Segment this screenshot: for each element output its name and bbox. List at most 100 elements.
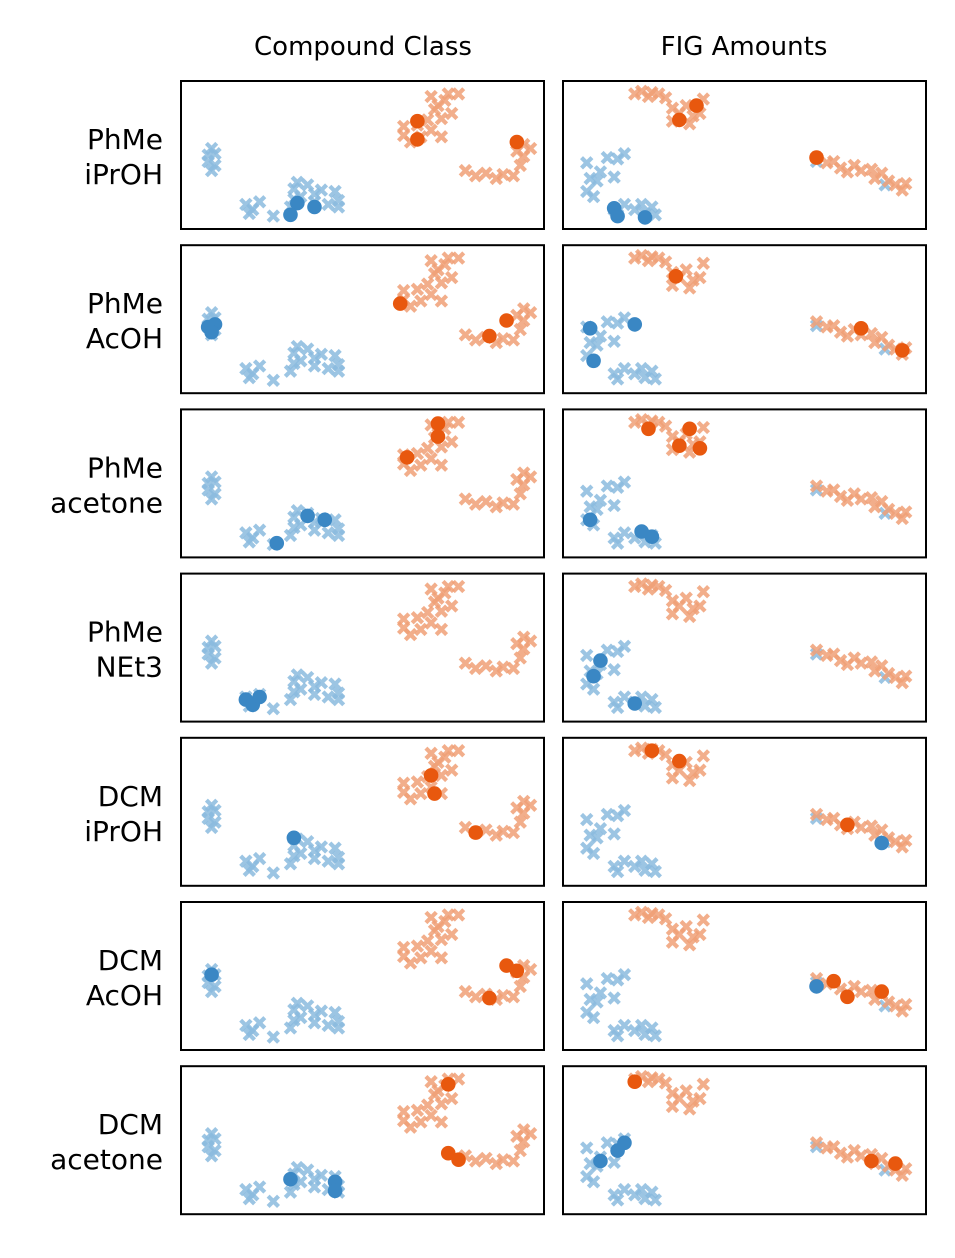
background-blue-point bbox=[580, 156, 594, 170]
highlight-orange-point bbox=[682, 421, 697, 437]
highlight-blue-point bbox=[627, 696, 643, 711]
background-orange-point bbox=[496, 988, 510, 1003]
background-orange-point bbox=[424, 616, 438, 630]
background-blue-point bbox=[610, 1193, 625, 1207]
background-orange-point bbox=[679, 263, 693, 277]
background-blue-point bbox=[586, 1175, 601, 1189]
background-orange-point bbox=[420, 934, 435, 948]
background-orange-point bbox=[403, 627, 418, 642]
background-orange-point bbox=[899, 669, 913, 683]
background-blue-point bbox=[586, 846, 601, 861]
background-orange-point bbox=[506, 1154, 521, 1168]
panel-frame bbox=[562, 572, 927, 723]
background-orange-point bbox=[496, 496, 510, 510]
background-orange-point bbox=[696, 585, 711, 599]
background-orange-point bbox=[854, 820, 868, 835]
background-blue-point bbox=[610, 864, 625, 879]
scatter-panel bbox=[180, 901, 545, 1051]
background-orange-point bbox=[444, 763, 459, 777]
highlight-blue-point bbox=[586, 668, 601, 684]
background-blue-point bbox=[580, 1141, 594, 1155]
background-orange-point bbox=[424, 944, 438, 958]
background-orange-point bbox=[510, 472, 524, 487]
background-blue-point bbox=[617, 526, 632, 540]
panel-frame bbox=[180, 244, 545, 395]
background-orange-point bbox=[899, 505, 913, 519]
background-orange-point bbox=[693, 270, 707, 285]
background-blue-point bbox=[600, 1136, 614, 1150]
background-orange-point bbox=[434, 604, 449, 618]
background-blue-point bbox=[252, 195, 267, 209]
highlight-orange-point bbox=[641, 421, 656, 437]
background-orange-point bbox=[410, 775, 425, 789]
background-orange-point bbox=[479, 1151, 493, 1166]
background-orange-point bbox=[679, 1084, 693, 1098]
background-blue-point bbox=[204, 820, 219, 835]
scatter-panel bbox=[562, 1065, 927, 1216]
background-orange-point bbox=[444, 927, 459, 942]
panel-frame bbox=[180, 1065, 545, 1216]
scatter-panel bbox=[180, 244, 545, 395]
background-blue-point bbox=[294, 1010, 308, 1025]
panel-frame bbox=[562, 901, 927, 1051]
background-orange-point bbox=[420, 441, 435, 455]
background-orange-point bbox=[444, 435, 459, 449]
background-blue-point bbox=[610, 372, 625, 386]
background-orange-point bbox=[506, 497, 521, 511]
background-blue-point bbox=[617, 690, 632, 704]
background-orange-point bbox=[420, 605, 435, 620]
highlight-blue-point bbox=[593, 1153, 608, 1169]
background-orange-point bbox=[458, 492, 473, 506]
background-orange-point bbox=[658, 255, 673, 269]
background-blue-point bbox=[607, 1155, 621, 1169]
background-blue-point bbox=[252, 359, 267, 373]
background-orange-point bbox=[414, 951, 428, 965]
panel-frame bbox=[562, 80, 927, 230]
background-blue-point bbox=[283, 857, 298, 871]
background-orange-point bbox=[809, 1136, 824, 1150]
background-blue-point bbox=[648, 1029, 663, 1043]
background-blue-point bbox=[331, 528, 346, 543]
background-blue-point bbox=[600, 807, 614, 822]
background-blue-point bbox=[586, 682, 601, 696]
background-orange-point bbox=[496, 660, 510, 674]
background-blue-point bbox=[600, 643, 614, 657]
highlight-orange-point bbox=[509, 134, 525, 150]
background-blue-point bbox=[593, 822, 608, 836]
background-blue-point bbox=[290, 1160, 305, 1175]
background-orange-point bbox=[403, 463, 418, 478]
background-blue-point bbox=[307, 1008, 322, 1022]
background-blue-point bbox=[307, 187, 322, 201]
background-orange-point bbox=[895, 840, 909, 854]
background-orange-point bbox=[513, 815, 527, 829]
background-blue-point bbox=[617, 361, 632, 376]
background-orange-point bbox=[434, 130, 449, 144]
highlight-orange-point bbox=[410, 132, 425, 147]
background-orange-point bbox=[479, 494, 493, 509]
background-orange-point bbox=[403, 792, 418, 806]
panel-frame bbox=[180, 736, 545, 887]
background-blue-point bbox=[242, 1027, 256, 1042]
highlight-orange-point bbox=[888, 1156, 903, 1171]
background-blue-point bbox=[204, 656, 219, 670]
background-blue-point bbox=[307, 351, 322, 365]
background-orange-point bbox=[431, 755, 445, 770]
background-orange-point bbox=[506, 825, 521, 840]
highlight-orange-point bbox=[874, 984, 889, 999]
background-blue-point bbox=[634, 1018, 649, 1033]
background-blue-point bbox=[283, 528, 298, 543]
scatter-panel bbox=[180, 1065, 545, 1216]
background-orange-point bbox=[441, 744, 455, 758]
panel-frame bbox=[180, 80, 545, 230]
background-blue-point bbox=[593, 329, 608, 343]
background-blue-point bbox=[242, 206, 256, 221]
background-blue-point bbox=[201, 805, 215, 819]
background-orange-point bbox=[658, 1076, 673, 1090]
background-orange-point bbox=[458, 656, 473, 670]
background-orange-point bbox=[809, 479, 824, 493]
highlight-blue-point bbox=[327, 1183, 343, 1199]
background-orange-point bbox=[682, 773, 697, 788]
background-orange-point bbox=[420, 1098, 435, 1112]
highlight-blue-point bbox=[204, 967, 219, 982]
background-orange-point bbox=[414, 1115, 428, 1129]
